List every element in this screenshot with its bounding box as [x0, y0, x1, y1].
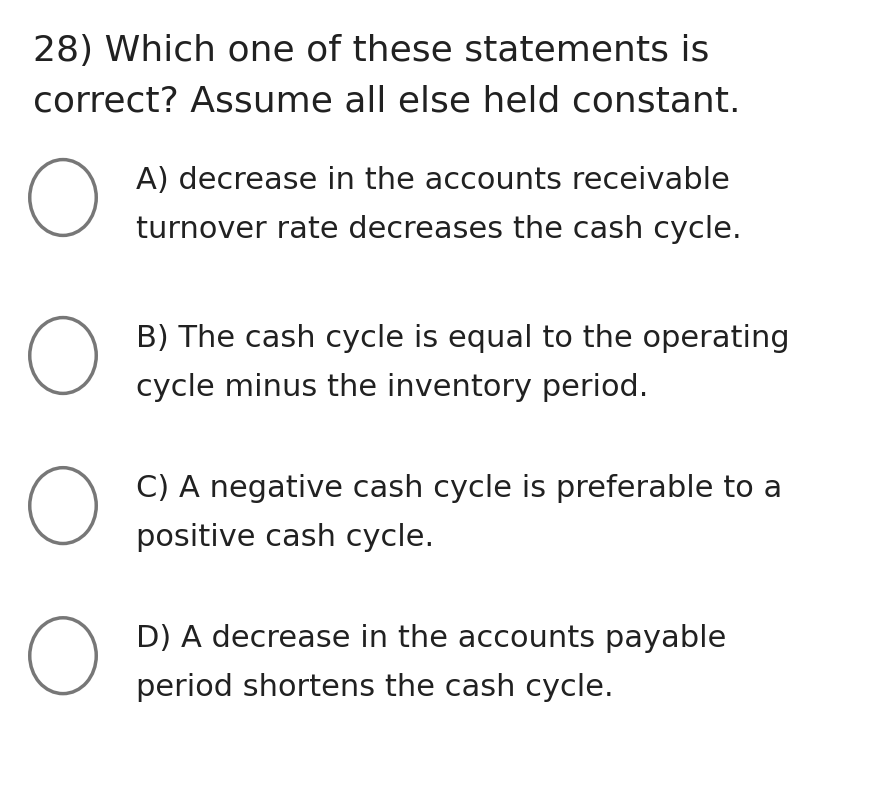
- Text: cycle minus the inventory period.: cycle minus the inventory period.: [136, 373, 648, 402]
- Text: period shortens the cash cycle.: period shortens the cash cycle.: [136, 673, 613, 702]
- Text: C) A negative cash cycle is preferable to a: C) A negative cash cycle is preferable t…: [136, 474, 782, 503]
- Text: 28) Which one of these statements is: 28) Which one of these statements is: [33, 34, 710, 68]
- Text: D) A decrease in the accounts payable: D) A decrease in the accounts payable: [136, 624, 726, 653]
- Text: correct? Assume all else held constant.: correct? Assume all else held constant.: [33, 85, 741, 118]
- Text: positive cash cycle.: positive cash cycle.: [136, 523, 434, 552]
- Text: turnover rate decreases the cash cycle.: turnover rate decreases the cash cycle.: [136, 215, 741, 244]
- Text: A) decrease in the accounts receivable: A) decrease in the accounts receivable: [136, 166, 730, 195]
- Text: B) The cash cycle is equal to the operating: B) The cash cycle is equal to the operat…: [136, 324, 789, 353]
